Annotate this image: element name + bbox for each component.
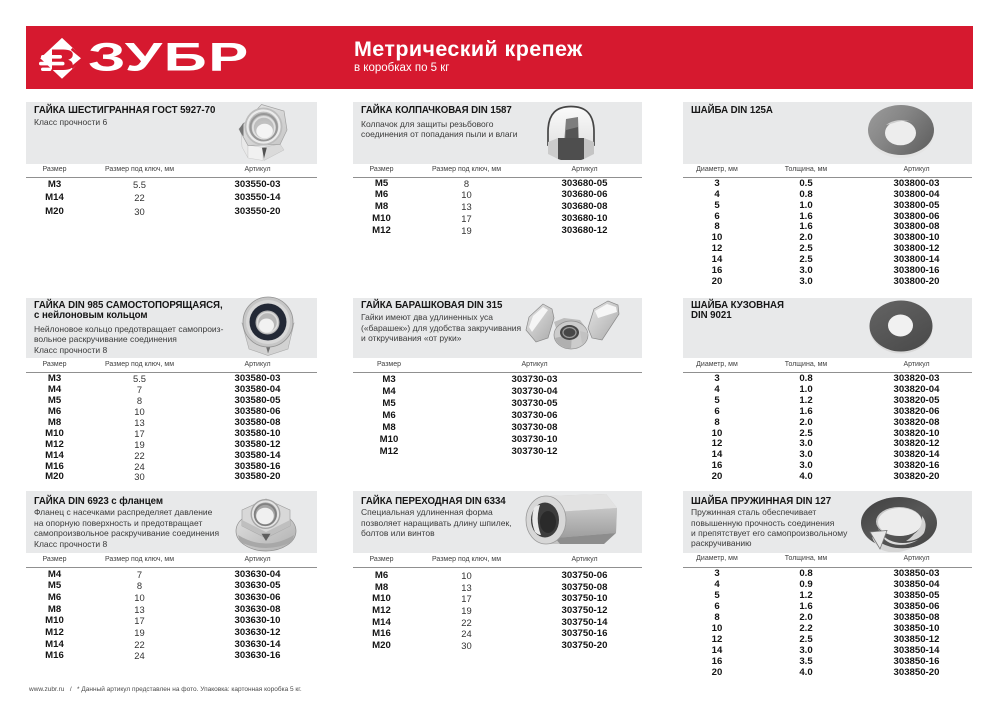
svg-text:ЗУБР: ЗУБР [88, 35, 250, 79]
